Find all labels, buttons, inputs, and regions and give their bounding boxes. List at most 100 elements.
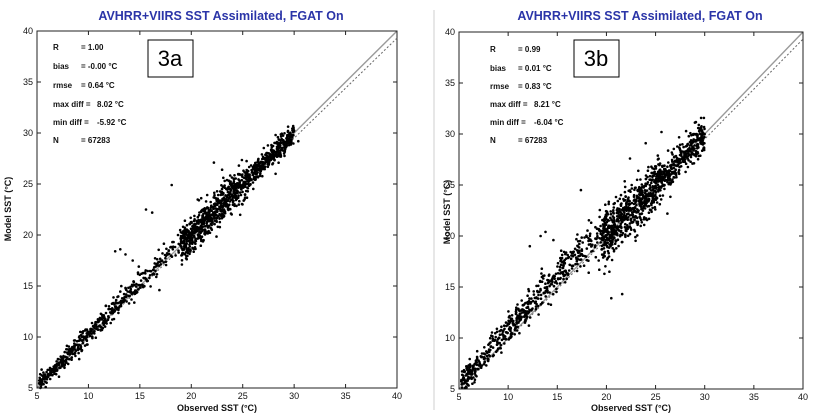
- scatter-point: [547, 302, 550, 306]
- scatter-point: [622, 208, 625, 211]
- scatter-point: [603, 240, 607, 244]
- scatter-point: [246, 187, 250, 190]
- scatter-point: [155, 258, 159, 261]
- chart-3a-y-axis-label: Model SST (°C): [3, 177, 13, 242]
- scatter-point: [43, 376, 47, 380]
- scatter-point: [167, 249, 170, 253]
- scatter-point: [280, 132, 284, 135]
- scatter-point: [277, 154, 281, 158]
- scatter-point: [505, 331, 508, 334]
- scatter-point: [628, 157, 632, 160]
- scatter-point: [94, 336, 98, 340]
- scatter-point: [560, 253, 564, 257]
- scatter-point: [478, 362, 481, 366]
- scatter-point: [68, 349, 71, 353]
- scatter-point: [479, 366, 483, 370]
- scatter-point: [131, 259, 134, 262]
- scatter-point: [662, 170, 665, 173]
- scatter-point: [213, 193, 216, 197]
- scatter-point: [464, 380, 467, 383]
- scatter-point: [701, 139, 704, 142]
- scatter-point: [608, 270, 611, 274]
- scatter-point: [564, 252, 567, 256]
- scatter-point: [494, 350, 498, 354]
- scatter-point: [540, 275, 544, 279]
- scatter-point: [167, 252, 171, 256]
- scatter-point: [105, 319, 108, 323]
- y-tick-label: 10: [23, 332, 33, 342]
- scatter-point: [615, 230, 618, 234]
- scatter-point: [562, 264, 565, 268]
- scatter-point: [672, 147, 676, 151]
- scatter-point: [283, 132, 286, 135]
- scatter-point: [244, 174, 247, 177]
- scatter-point: [610, 258, 614, 262]
- scatter-point: [563, 281, 567, 284]
- scatter-point: [239, 193, 243, 197]
- scatter-point: [566, 253, 569, 257]
- scatter-point: [700, 142, 703, 146]
- scatter-point: [183, 228, 186, 231]
- scatter-point: [633, 209, 637, 213]
- scatter-point: [85, 334, 89, 338]
- scatter-point: [465, 372, 469, 376]
- stat-maxdiff-label: max diff =: [53, 100, 91, 109]
- scatter-point: [221, 214, 225, 218]
- scatter-point: [607, 200, 611, 204]
- scatter-point: [634, 200, 638, 203]
- y-tick-label: 15: [23, 281, 33, 291]
- scatter-point: [566, 272, 570, 275]
- x-tick-label: 10: [83, 391, 93, 401]
- chart-3a-title: AVHRR+VIIRS SST Assimilated, FGAT On: [98, 9, 343, 23]
- scatter-point: [103, 316, 106, 319]
- scatter-point: [145, 279, 149, 283]
- scatter-point: [554, 272, 558, 276]
- stat-rmse-label: rmse: [53, 81, 73, 90]
- scatter-point: [527, 310, 531, 314]
- scatter-point: [185, 236, 188, 240]
- scatter-point: [639, 224, 642, 228]
- scatter-point: [677, 136, 681, 139]
- scatter-point: [215, 199, 219, 203]
- scatter-point: [164, 263, 168, 267]
- scatter-point: [536, 289, 539, 293]
- scatter-point: [246, 169, 250, 173]
- scatter-point: [650, 203, 653, 207]
- scatter-point: [123, 295, 126, 299]
- scatter-point: [230, 185, 233, 188]
- scatter-point: [113, 309, 117, 313]
- scatter-point: [162, 242, 166, 245]
- scatter-point: [671, 178, 674, 181]
- scatter-point: [556, 261, 560, 265]
- scatter-point: [464, 385, 468, 389]
- scatter-point: [669, 195, 672, 199]
- scatter-point: [240, 178, 244, 182]
- scatter-point: [686, 148, 690, 151]
- scatter-point: [687, 134, 691, 138]
- scatter-point: [612, 236, 616, 239]
- scatter-point: [633, 206, 637, 209]
- scatter-point: [81, 330, 85, 333]
- scatter-point: [616, 228, 620, 231]
- scatter-point: [199, 244, 203, 247]
- scatter-point: [601, 256, 605, 259]
- scatter-point: [599, 229, 602, 232]
- scatter-point: [700, 149, 704, 152]
- scatter-point: [245, 178, 248, 181]
- scatter-point: [696, 143, 699, 146]
- scatter-point: [117, 311, 120, 315]
- scatter-point: [510, 314, 514, 317]
- scatter-point: [483, 346, 486, 349]
- scatter-point: [641, 197, 644, 200]
- scatter-point: [112, 317, 116, 321]
- scatter-point: [181, 248, 184, 252]
- scatter-point: [273, 158, 276, 162]
- scatter-point: [197, 227, 201, 230]
- scatter-point: [66, 362, 70, 366]
- scatter-point: [637, 187, 641, 190]
- scatter-point: [196, 215, 200, 219]
- x-tick-label: 25: [651, 392, 661, 402]
- scatter-point: [470, 373, 474, 376]
- scatter-point: [239, 187, 243, 191]
- scatter-point: [623, 190, 627, 194]
